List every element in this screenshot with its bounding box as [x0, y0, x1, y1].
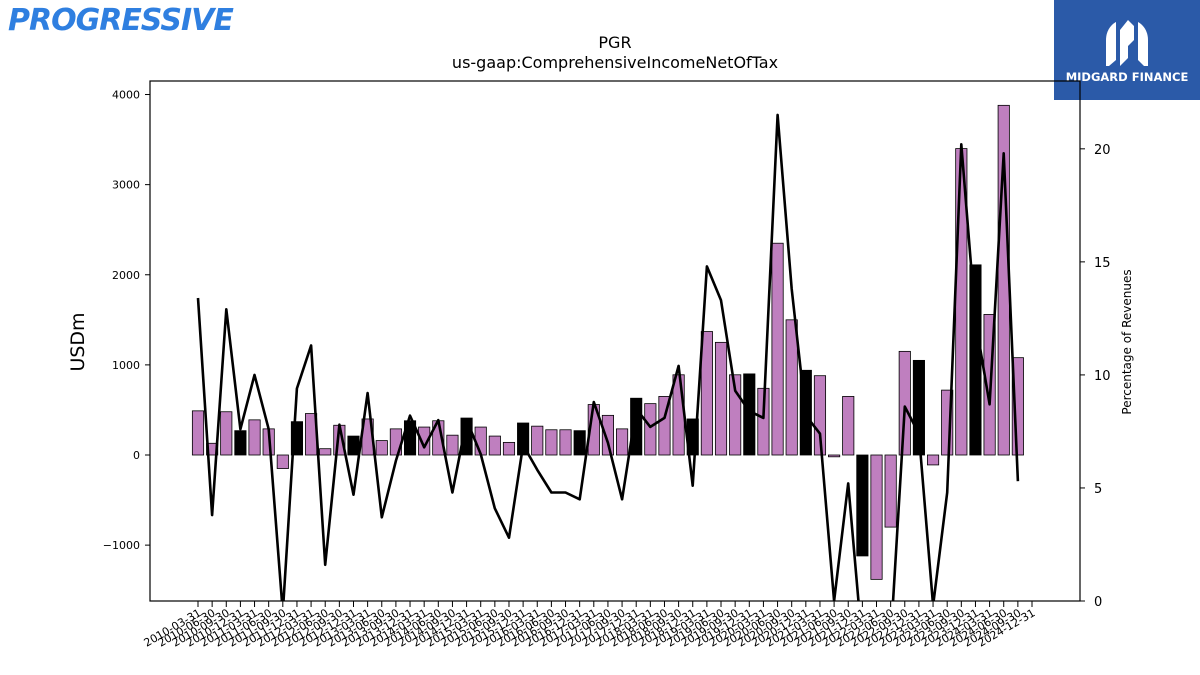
bar-2020-06-30	[771, 242, 784, 456]
bar-2018-06-30	[658, 396, 671, 456]
y-tick-label: 0	[133, 449, 140, 462]
bar-2022-09-30	[898, 350, 911, 456]
y-tick-label: 4000	[112, 89, 140, 102]
y-tick-label: −1000	[103, 539, 140, 552]
bar-2015-09-30	[502, 441, 516, 456]
bar-2017-12-31	[630, 397, 643, 456]
midgard-emblem-icon	[1106, 20, 1148, 66]
y-tick-label: 3000	[112, 179, 140, 192]
x-axis: 2010-03-312010-06-302010-09-302010-12-31…	[142, 601, 1038, 650]
bar-2017-09-30	[616, 428, 629, 456]
bar-2014-09-30	[446, 434, 459, 456]
bar-2014-03-31	[418, 426, 431, 456]
y2-axis-label: Percentage of Revenues	[1120, 269, 1134, 414]
bar-2010-09-30	[220, 411, 233, 456]
bar-2011-03-31	[248, 419, 261, 456]
bar-2016-03-31	[531, 425, 544, 456]
bar-2021-06-30	[828, 454, 841, 458]
chart-subtitle: us-gaap:ComprehensiveIncomeNetOfTax	[452, 53, 778, 72]
bar-2020-03-31	[757, 387, 770, 456]
bar-2020-09-30	[785, 319, 798, 456]
y2-tick-label: 15	[1094, 256, 1111, 271]
bar-2022-03-31	[870, 454, 883, 580]
bar-2023-12-31	[969, 264, 982, 456]
y-axis-right: 0 5 10 15 20	[1080, 143, 1111, 610]
bar-2017-06-30	[601, 414, 614, 456]
bar-2016-12-31	[573, 430, 586, 456]
bar-2011-09-30	[276, 454, 289, 469]
bar-2013-06-30	[375, 440, 388, 456]
bar-2022-12-31	[912, 359, 925, 456]
bar-2012-12-31	[347, 435, 360, 456]
bar-2011-12-31	[290, 421, 304, 456]
bar-2018-09-30	[672, 374, 685, 456]
midgard-finance-logo: MIDGARD FINANCE	[1054, 0, 1200, 100]
progressive-logo: PROGRESSIVE	[6, 2, 246, 40]
plot-frame	[149, 80, 1081, 602]
progressive-logo-text: PROGRESSIVE	[8, 3, 234, 36]
y-axis-label: USDm	[67, 312, 89, 371]
line-layer	[196, 113, 1020, 601]
bar-2019-06-30	[714, 341, 728, 456]
bar-2015-06-30	[488, 435, 501, 456]
bar-2010-12-31	[234, 430, 247, 456]
bar-2021-09-30	[842, 396, 855, 456]
bar-2016-09-30	[559, 429, 572, 456]
bar-2019-09-30	[729, 374, 742, 456]
y2-tick-label: 0	[1094, 595, 1102, 610]
bar-2019-12-31	[743, 373, 756, 456]
bar-2021-03-31	[813, 375, 827, 456]
y2-tick-label: 10	[1094, 369, 1111, 384]
bar-2023-03-31	[926, 454, 940, 466]
y2-tick-label: 5	[1094, 482, 1102, 497]
y-axis-left: −1000 0 1000 2000 3000 4000	[103, 89, 150, 552]
y-tick-label: 1000	[112, 359, 140, 372]
bar-2019-03-31	[700, 331, 713, 456]
midgard-logo-text: MIDGARD FINANCE	[1066, 70, 1189, 84]
y-tick-label: 2000	[112, 269, 140, 282]
bar-2016-06-30	[545, 429, 558, 456]
bar-2012-06-30	[319, 448, 332, 456]
bar-2018-03-31	[644, 403, 657, 456]
percent-of-revenues-line	[196, 113, 1020, 601]
bar-2023-06-30	[941, 389, 954, 456]
bar-2010-03-31	[191, 410, 205, 456]
bar-2021-12-31	[856, 454, 869, 557]
bar-2015-12-31	[517, 422, 530, 456]
y2-tick-label: 20	[1094, 143, 1111, 158]
chart-title: PGR	[598, 33, 631, 52]
bar-2022-06-30	[884, 454, 897, 528]
